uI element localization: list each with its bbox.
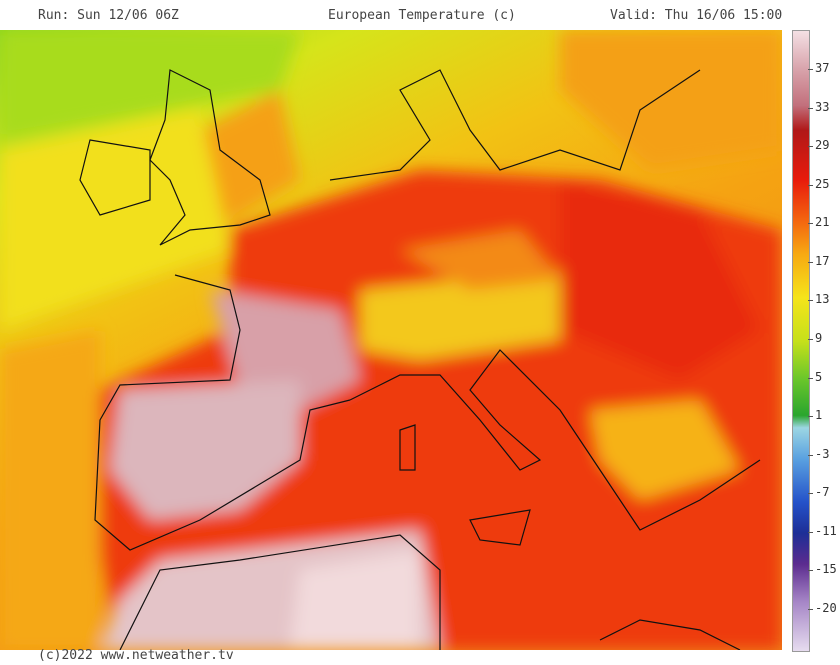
scale-tick <box>808 69 813 70</box>
scale-label: 25 <box>815 176 830 191</box>
scale-label: -20 <box>815 601 837 615</box>
scale-label: 21 <box>815 215 830 230</box>
scale-tick <box>808 570 813 572</box>
scale-tick <box>808 416 813 418</box>
temperature-map <box>0 30 782 650</box>
scale-label: 1 <box>815 408 823 423</box>
copyright: (c)2022 www.netweather.tv <box>38 648 234 663</box>
scale-tick <box>808 531 813 533</box>
scale-tick <box>808 261 813 263</box>
color-scale <box>792 30 810 652</box>
scale-label: -7 <box>815 485 830 500</box>
scale-label: -15 <box>815 562 837 577</box>
scale-label: 37 <box>815 61 830 75</box>
scale-tick <box>808 377 813 379</box>
scale-tick <box>808 184 813 186</box>
scale-tick <box>808 223 813 225</box>
scale-tick <box>808 493 813 495</box>
run-label: Run: Sun 12/06 06Z <box>38 8 179 23</box>
scale-label: 33 <box>815 99 830 114</box>
scale-tick <box>808 146 813 148</box>
scale-tick <box>808 107 813 109</box>
scale-label: 5 <box>815 369 823 384</box>
scale-tick <box>808 609 813 610</box>
scale-tick <box>808 339 813 340</box>
scale-label: 17 <box>815 253 830 268</box>
scale-label: 13 <box>815 292 830 307</box>
map-title: European Temperature (c) <box>328 8 516 23</box>
scale-label: -3 <box>815 446 830 461</box>
scale-tick <box>808 454 813 456</box>
scale-tick <box>808 300 813 302</box>
valid-label: Valid: Thu 16/06 15:00 <box>610 8 783 23</box>
scale-label: 29 <box>815 138 830 153</box>
scale-label: -11 <box>815 523 837 538</box>
scale-label: 9 <box>815 331 823 345</box>
